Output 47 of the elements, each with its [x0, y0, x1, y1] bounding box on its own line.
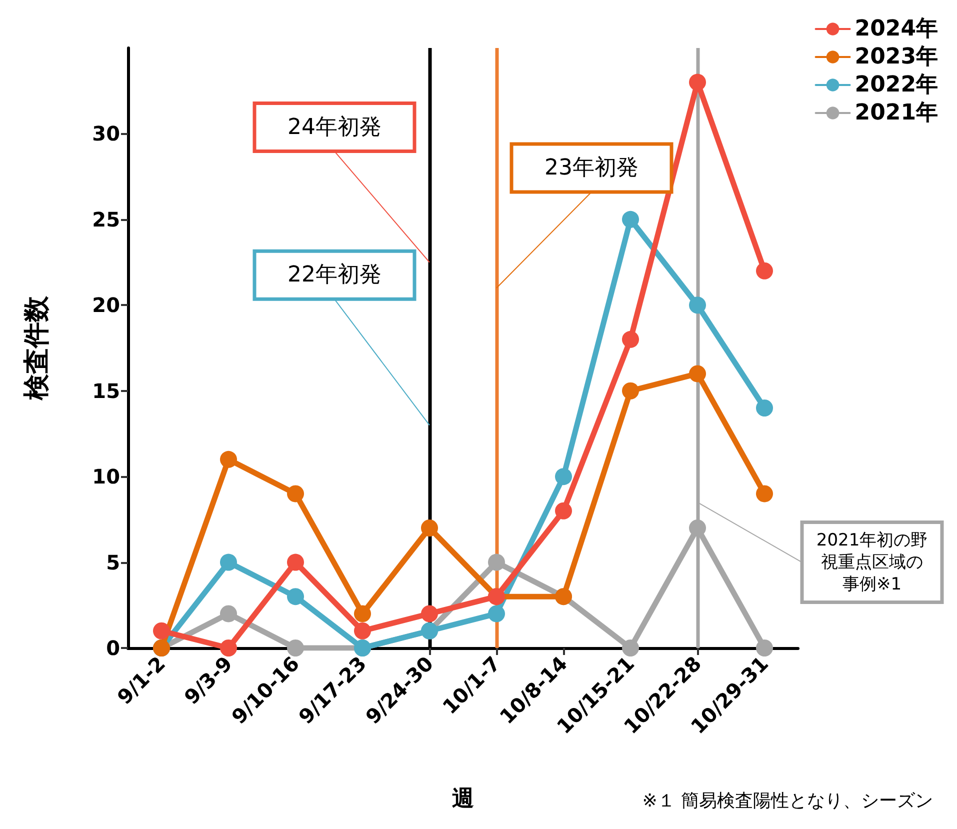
point [220, 605, 237, 622]
point [555, 502, 572, 520]
x-axis-title: 週 [452, 786, 474, 812]
point [287, 554, 304, 571]
point [689, 296, 706, 314]
point [756, 485, 773, 502]
point [756, 640, 773, 656]
y-axis-title: 検査件数 [22, 295, 52, 401]
point [421, 520, 438, 536]
legend-label: 2024年 [854, 16, 938, 42]
y-tick-label: 10 [92, 464, 120, 489]
point [622, 640, 639, 656]
point [287, 588, 304, 606]
point [555, 468, 572, 486]
point [287, 640, 304, 656]
legend-label: 2021年 [854, 100, 938, 126]
point [622, 330, 639, 348]
annotation: 24年初発 [288, 114, 382, 140]
point [756, 400, 773, 416]
point [689, 74, 706, 91]
legend-label: 2022年 [854, 72, 938, 98]
y-tick-label: 0 [106, 636, 120, 660]
y-tick-label: 15 [92, 378, 120, 403]
annotation: 22年初発 [288, 262, 382, 288]
point [756, 262, 773, 280]
y-tick-label: 30 [92, 122, 120, 146]
point [689, 520, 706, 536]
point [220, 450, 237, 468]
point [421, 605, 438, 622]
annotation: 2021年初の野視重点区域の事例※1 [816, 530, 928, 594]
point [622, 210, 639, 228]
y-tick-label: 20 [92, 293, 120, 318]
point [689, 365, 706, 382]
y-tick-label: 5 [106, 550, 120, 574]
annotation: 23年初発 [544, 156, 638, 180]
point [220, 640, 237, 656]
point [488, 605, 505, 622]
point [220, 554, 237, 571]
legend-label: 2023年 [854, 44, 938, 70]
point [354, 622, 371, 640]
point [622, 382, 639, 400]
y-tick-label: 25 [92, 207, 120, 232]
point [488, 554, 505, 571]
point [287, 485, 304, 502]
point [153, 622, 170, 640]
point [354, 605, 371, 622]
text: ※１ 簡易検査陽性となり、シーズン [642, 790, 934, 812]
